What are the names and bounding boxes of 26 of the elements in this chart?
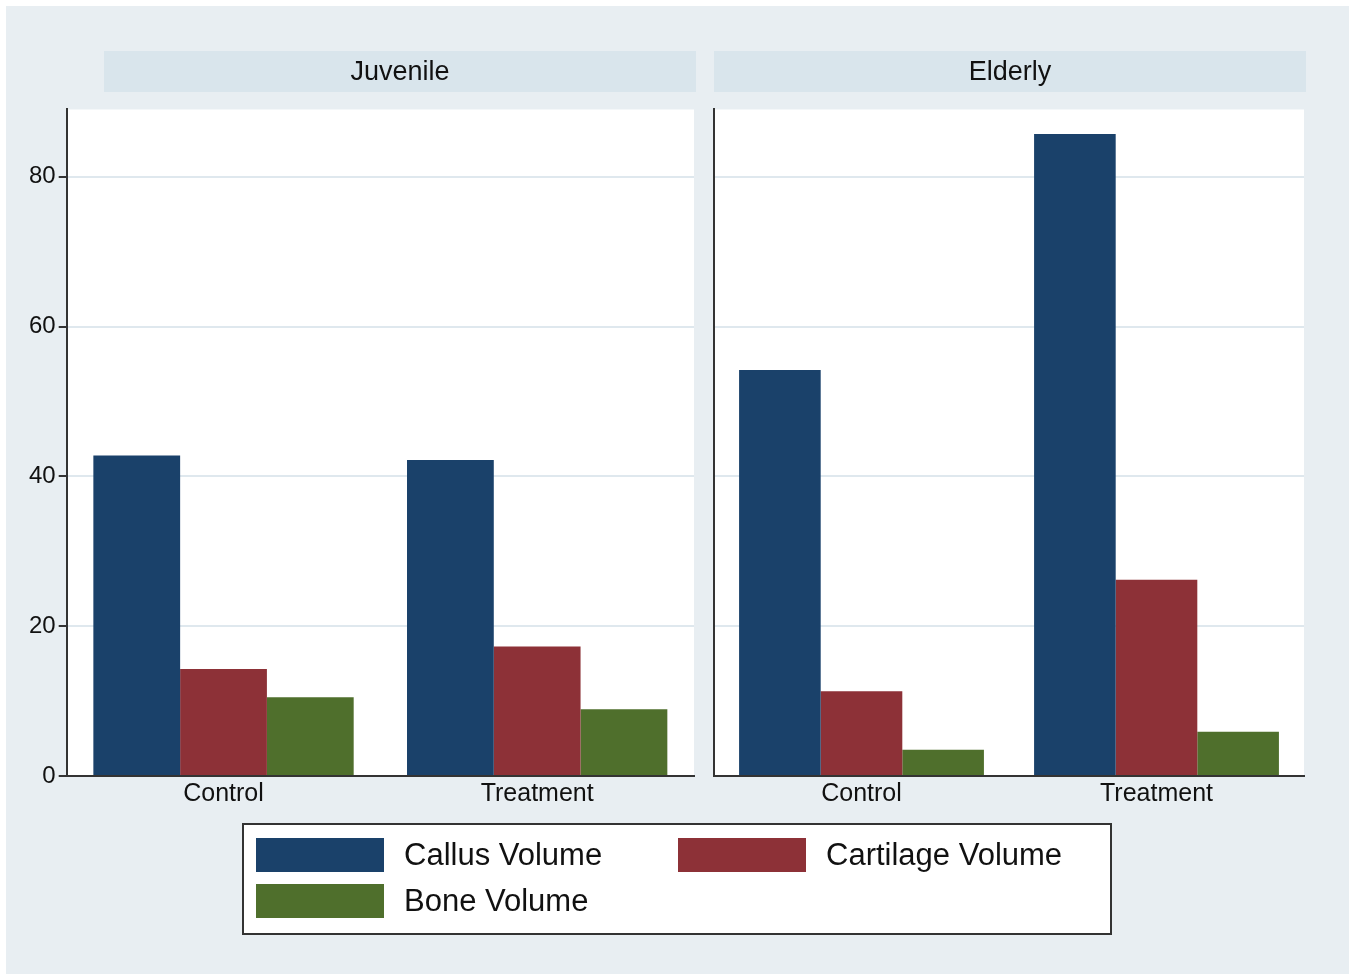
y-tick-label: 20 — [28, 610, 56, 638]
y-tick-label: 60 — [28, 311, 56, 339]
bar — [580, 709, 668, 775]
legend-label: Bone Volume — [404, 883, 589, 919]
legend-label: Callus Volume — [404, 837, 603, 873]
bar — [739, 370, 821, 775]
x-tick-label: Treatment — [1099, 777, 1214, 806]
bar — [407, 459, 494, 775]
y-tick-label: 0 — [42, 760, 56, 788]
chart-title: Juvenile — [104, 51, 696, 92]
bar — [266, 697, 354, 775]
bar — [820, 691, 903, 775]
x-tick-label: Treatment — [480, 777, 594, 806]
bar — [1115, 579, 1198, 775]
bar — [1197, 731, 1279, 775]
legend-label: Cartilage Volume — [826, 837, 1063, 873]
y-tick-label: 40 — [28, 461, 56, 489]
bar — [180, 668, 267, 775]
bar — [93, 455, 181, 775]
x-tick-label: Control — [821, 777, 902, 806]
bar — [902, 749, 984, 775]
y-tick-label: 80 — [28, 161, 56, 189]
bar — [1034, 134, 1116, 775]
chart-title: Elderly — [714, 51, 1306, 92]
x-tick-label: Control — [183, 777, 264, 806]
bar — [493, 646, 581, 775]
